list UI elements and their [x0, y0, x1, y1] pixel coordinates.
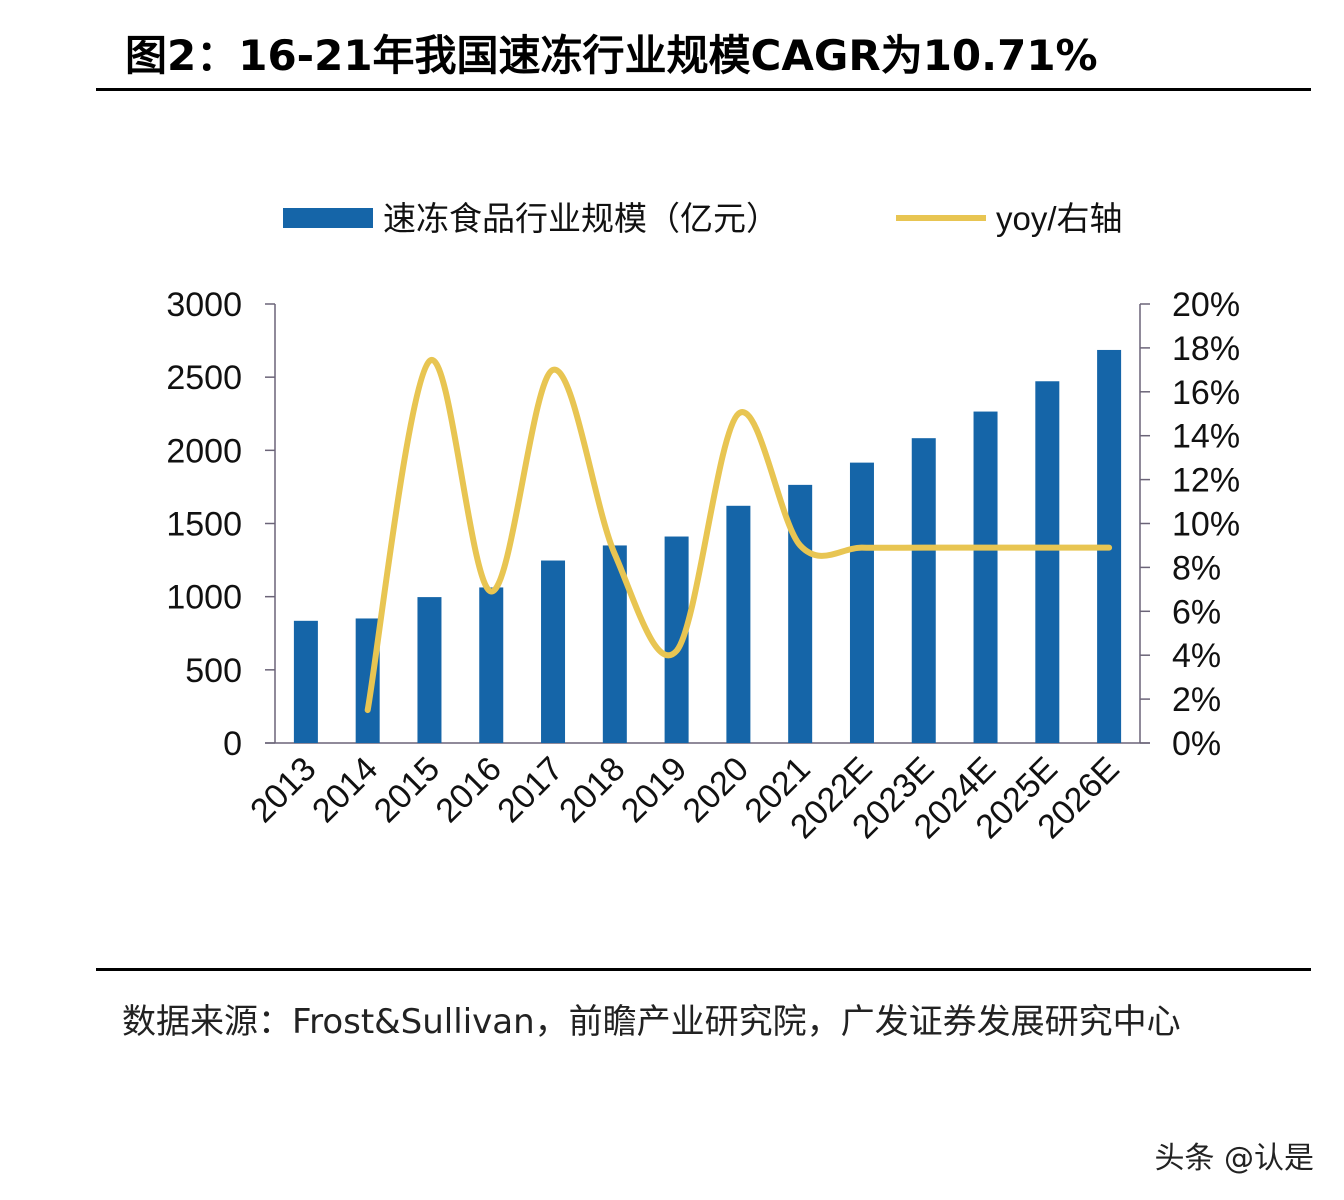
right-tick-label: 14%	[1172, 418, 1240, 456]
x-tick-label: 2020	[676, 750, 756, 830]
chart: 0 500 1000 1500 2000 2500 3000 0% 2% 4% 6% 8% 10% 12%…	[166, 200, 1240, 846]
left-tick-label: 1500	[166, 506, 242, 544]
left-tick-label: 2500	[166, 359, 242, 397]
bar-2022E	[849, 462, 874, 743]
bar-2024E	[973, 411, 998, 743]
bar-2016	[479, 587, 504, 743]
x-tick-label: 2018	[552, 750, 632, 830]
right-tick-label: 12%	[1172, 462, 1240, 500]
left-tick-label: 500	[185, 652, 242, 690]
left-tick-label: 1000	[166, 579, 242, 617]
x-tick-label: 2016	[429, 750, 509, 830]
x-tick-label: 2013	[243, 750, 323, 830]
right-tick-label: 16%	[1172, 374, 1240, 412]
x-tick-label: 2019	[614, 750, 694, 830]
source-note: 数据来源：Frost&Sullivan，前瞻产业研究院，广发证券发展研究中心	[122, 1002, 1181, 1042]
bar-2013	[293, 620, 318, 743]
x-tick-label: 2014	[305, 750, 385, 830]
right-tick-label: 0%	[1172, 725, 1221, 763]
right-tick-label: 20%	[1172, 286, 1240, 324]
x-tick-label: 2015	[367, 750, 447, 830]
left-tick-label: 2000	[166, 432, 242, 470]
left-tick-label: 0	[223, 725, 242, 763]
bar-2020	[726, 505, 751, 743]
bar-2015	[417, 597, 442, 743]
right-tick-label: 8%	[1172, 549, 1221, 587]
right-tick-label: 6%	[1172, 593, 1221, 631]
figure-title: 图2：16-21年我国速冻行业规模CAGR为10.71%	[125, 31, 1098, 80]
left-tick-label: 3000	[166, 286, 242, 324]
right-tick-label: 10%	[1172, 506, 1240, 544]
watermark: 头条 @认是	[1154, 1141, 1314, 1176]
right-tick-label: 18%	[1172, 330, 1240, 368]
source-rule	[96, 968, 1311, 971]
bar-2025E	[1035, 381, 1060, 743]
bar-2023E	[911, 438, 936, 743]
right-tick-label: 2%	[1172, 681, 1221, 719]
x-tick-label: 2017	[490, 750, 570, 830]
legend-bar-label: 速冻食品行业规模（亿元）	[383, 200, 779, 237]
legend-bar-swatch	[283, 208, 373, 228]
title-rule	[96, 88, 1311, 91]
right-tick-label: 4%	[1172, 637, 1221, 675]
legend-line-label: yoy/右轴	[996, 200, 1123, 237]
bar-2017	[541, 560, 566, 743]
